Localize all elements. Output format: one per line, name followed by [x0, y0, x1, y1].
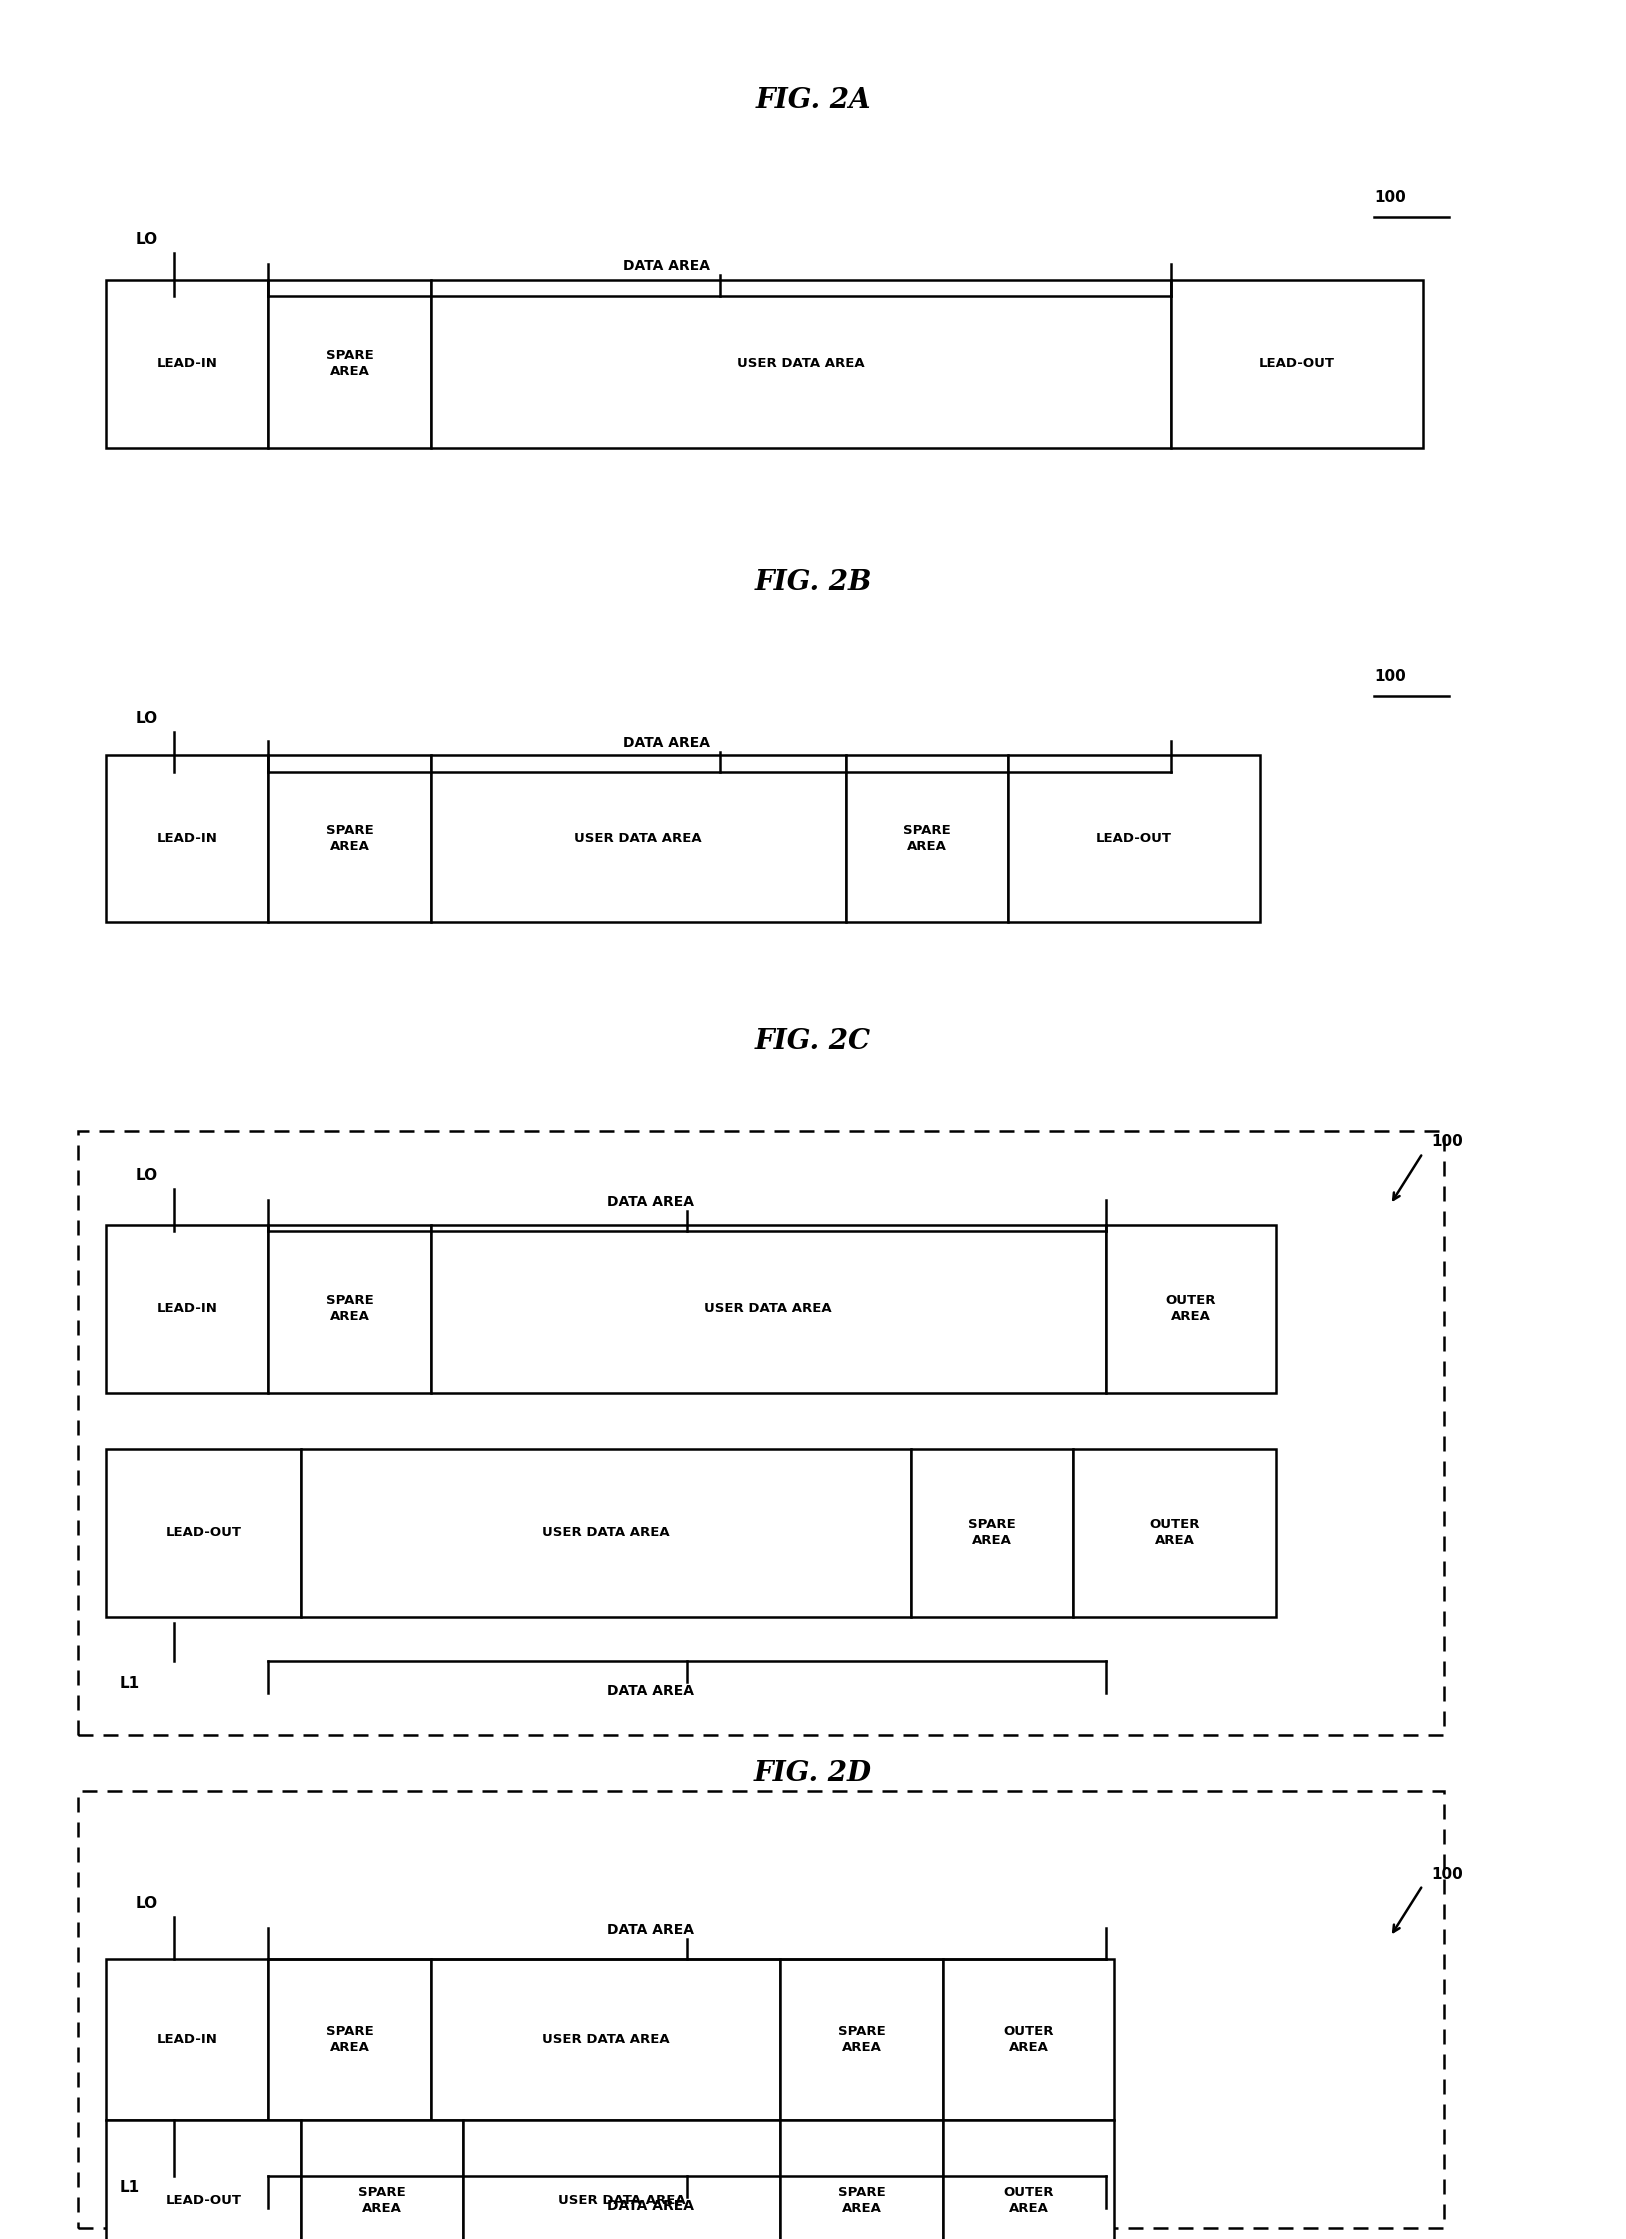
Text: L1: L1	[120, 2181, 140, 2194]
Bar	[268, 280, 431, 448]
Text: OUTER
AREA: OUTER AREA	[1166, 1294, 1216, 1323]
Bar	[106, 755, 268, 922]
Bar	[301, 2120, 463, 2239]
Text: OUTER
AREA: OUTER AREA	[1150, 1518, 1200, 1547]
Text: USER DATA AREA: USER DATA AREA	[541, 2033, 670, 2046]
Text: LEAD-IN: LEAD-IN	[156, 1303, 218, 1314]
Bar	[943, 2120, 1114, 2239]
Bar	[268, 1225, 431, 1393]
Bar	[846, 755, 1008, 922]
Text: 100: 100	[1374, 669, 1406, 683]
Text: LEAD-OUT: LEAD-OUT	[1259, 358, 1335, 369]
Text: FIG. 2B: FIG. 2B	[754, 569, 872, 596]
Text: 100: 100	[1374, 190, 1406, 204]
Bar	[106, 1225, 268, 1393]
Text: LO: LO	[135, 712, 158, 725]
Text: SPARE
AREA: SPARE AREA	[837, 2188, 886, 2214]
Text: DATA AREA: DATA AREA	[606, 1196, 694, 1209]
Text: DATA AREA: DATA AREA	[606, 1684, 694, 1697]
Bar	[431, 1959, 780, 2120]
Bar	[106, 1449, 301, 1617]
Text: DATA AREA: DATA AREA	[623, 260, 711, 273]
Text: USER DATA AREA: USER DATA AREA	[574, 833, 702, 844]
Text: USER DATA AREA: USER DATA AREA	[704, 1303, 833, 1314]
Bar	[78, 1131, 1444, 1735]
Bar	[780, 2120, 943, 2239]
Text: LEAD-IN: LEAD-IN	[156, 358, 218, 369]
Bar	[1073, 1449, 1276, 1617]
Bar	[106, 2120, 301, 2239]
Text: SPARE
AREA: SPARE AREA	[837, 2026, 886, 2053]
Text: LO: LO	[135, 1169, 158, 1182]
Text: SPARE
AREA: SPARE AREA	[325, 1294, 374, 1323]
Text: DATA AREA: DATA AREA	[606, 2199, 694, 2212]
Text: FIG. 2A: FIG. 2A	[754, 87, 872, 114]
Bar	[1171, 280, 1423, 448]
Text: USER DATA AREA: USER DATA AREA	[541, 1527, 670, 1538]
Text: SPARE
AREA: SPARE AREA	[358, 2188, 406, 2214]
Text: SPARE
AREA: SPARE AREA	[325, 2026, 374, 2053]
Text: SPARE
AREA: SPARE AREA	[967, 1518, 1016, 1547]
Bar	[268, 755, 431, 922]
Text: LEAD-OUT: LEAD-OUT	[1096, 833, 1172, 844]
Text: LEAD-OUT: LEAD-OUT	[166, 2194, 241, 2208]
Text: LO: LO	[135, 1896, 158, 1910]
Bar	[431, 1225, 1106, 1393]
Text: DATA AREA: DATA AREA	[623, 737, 711, 750]
Text: FIG. 2C: FIG. 2C	[754, 1028, 872, 1055]
Text: LEAD-IN: LEAD-IN	[156, 2033, 218, 2046]
Text: FIG. 2D: FIG. 2D	[754, 1760, 872, 1787]
Bar	[106, 280, 268, 448]
Bar	[301, 1449, 911, 1617]
Text: OUTER
AREA: OUTER AREA	[1003, 2026, 1054, 2053]
Bar	[780, 1959, 943, 2120]
Bar	[463, 2120, 780, 2239]
Text: SPARE
AREA: SPARE AREA	[325, 824, 374, 853]
Bar	[943, 1959, 1114, 2120]
Text: LEAD-IN: LEAD-IN	[156, 833, 218, 844]
Bar	[106, 1959, 268, 2120]
Text: 100: 100	[1431, 1867, 1463, 1881]
Text: LEAD-OUT: LEAD-OUT	[166, 1527, 241, 1538]
Bar	[431, 280, 1171, 448]
Bar	[78, 1791, 1444, 2228]
Bar	[431, 755, 846, 922]
Bar	[1008, 755, 1260, 922]
Text: USER DATA AREA: USER DATA AREA	[737, 358, 865, 369]
Text: SPARE
AREA: SPARE AREA	[902, 824, 951, 853]
Bar	[1106, 1225, 1276, 1393]
Text: OUTER
AREA: OUTER AREA	[1003, 2188, 1054, 2214]
Text: LO: LO	[135, 233, 158, 246]
Text: SPARE
AREA: SPARE AREA	[325, 349, 374, 378]
Text: USER DATA AREA: USER DATA AREA	[558, 2194, 686, 2208]
Text: 100: 100	[1431, 1135, 1463, 1149]
Text: L1: L1	[120, 1677, 140, 1690]
Bar	[268, 1959, 431, 2120]
Text: DATA AREA: DATA AREA	[606, 1923, 694, 1937]
Bar	[911, 1449, 1073, 1617]
